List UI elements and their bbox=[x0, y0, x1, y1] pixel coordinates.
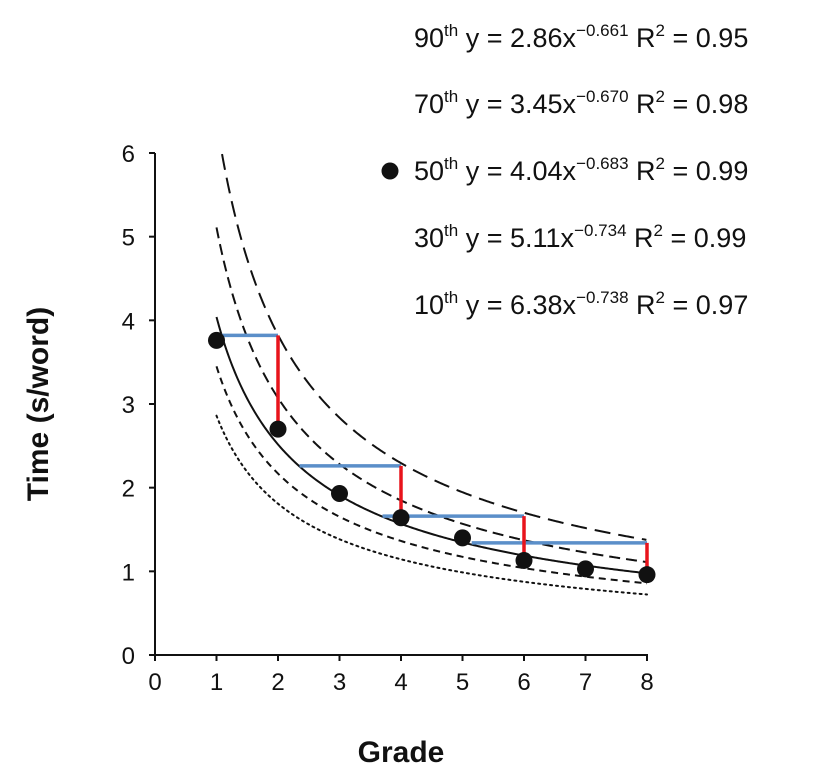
y-tick-label: 3 bbox=[122, 392, 135, 419]
data-point bbox=[515, 551, 533, 569]
legend-entry-90th: 90th y = 2.86x−0.661 R2 = 0.95 bbox=[414, 21, 748, 53]
legend-label: 10th y = 6.38x−0.738 R2 = 0.97 bbox=[414, 288, 748, 320]
legend-entry-10th: 10th y = 6.38x−0.738 R2 = 0.97 bbox=[414, 288, 748, 320]
data-point bbox=[331, 485, 348, 503]
legend-entry-30th: 30th y = 5.11x−0.734 R2 = 0.99 bbox=[414, 221, 746, 253]
y-tick-label: 1 bbox=[122, 559, 135, 586]
x-tick-label: 0 bbox=[148, 669, 161, 696]
curve-50th bbox=[215, 316, 648, 575]
y-axis-title: Time (s/word) bbox=[22, 307, 55, 501]
x-axis-title: Grade bbox=[358, 736, 445, 769]
data-points bbox=[208, 331, 656, 584]
curve-70th bbox=[215, 366, 648, 585]
x-tick-label: 5 bbox=[456, 669, 469, 696]
x-tick-label: 7 bbox=[579, 669, 592, 696]
x-tick-label: 8 bbox=[640, 669, 653, 696]
curve-30th bbox=[215, 227, 648, 564]
y-tick-label: 2 bbox=[122, 476, 135, 503]
y-tick-label: 5 bbox=[122, 225, 135, 252]
y-ticks: 0 1 2 3 4 5 6 bbox=[122, 141, 155, 670]
x-tick-label: 6 bbox=[517, 669, 530, 696]
data-point bbox=[454, 529, 471, 547]
data-point bbox=[638, 566, 656, 584]
step-segments bbox=[216, 333, 649, 575]
y-tick-label: 4 bbox=[122, 308, 135, 335]
legend: 90th y = 2.86x−0.661 R2 = 0.95 70th y = 3… bbox=[381, 21, 748, 320]
data-point bbox=[577, 560, 594, 578]
legend-label: 90th y = 2.86x−0.661 R2 = 0.95 bbox=[414, 21, 748, 53]
legend-label: 50th y = 4.04x−0.683 R2 = 0.99 bbox=[414, 154, 748, 186]
data-point bbox=[392, 509, 410, 527]
y-tick-label: 0 bbox=[122, 643, 135, 670]
legend-entry-50th: 50th y = 4.04x−0.683 R2 = 0.99 bbox=[381, 154, 748, 186]
legend-label: 70th y = 3.45x−0.670 R2 = 0.98 bbox=[414, 87, 748, 119]
legend-marker bbox=[381, 162, 399, 180]
fit-curves bbox=[215, 153, 648, 596]
curve-10th bbox=[221, 153, 647, 541]
x-tick-label: 1 bbox=[210, 669, 223, 696]
curve-90th bbox=[215, 414, 648, 596]
legend-entry-70th: 70th y = 3.45x−0.670 R2 = 0.98 bbox=[414, 87, 748, 119]
x-tick-label: 3 bbox=[333, 669, 346, 696]
x-tick-label: 4 bbox=[394, 669, 407, 696]
x-tick-label: 2 bbox=[271, 669, 284, 696]
data-point bbox=[269, 420, 287, 438]
y-tick-label: 6 bbox=[122, 141, 135, 168]
data-point bbox=[208, 331, 225, 349]
x-ticks: 0 1 2 3 4 5 6 7 8 bbox=[148, 655, 654, 696]
legend-label: 30th y = 5.11x−0.734 R2 = 0.99 bbox=[414, 221, 746, 253]
